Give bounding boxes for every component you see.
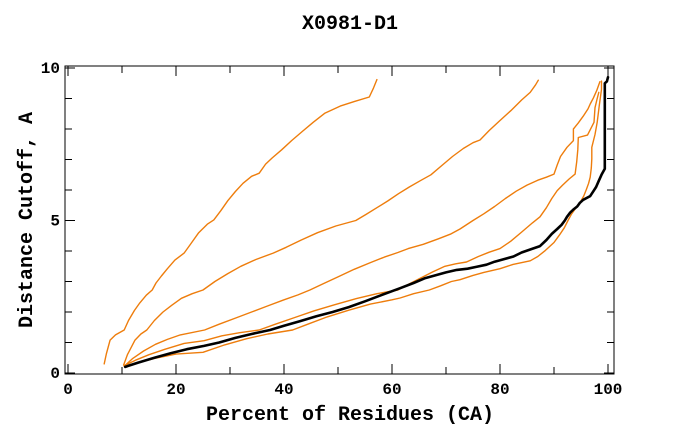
axis-tick-labels: 0 20 40 60 80 100 0 5 10 bbox=[41, 60, 623, 399]
x-tick-label: 80 bbox=[490, 381, 509, 399]
y-tick-label: 5 bbox=[50, 213, 60, 231]
x-tick-label: 0 bbox=[63, 381, 73, 399]
axis-ticks bbox=[65, 66, 614, 374]
x-axis-label: Percent of Residues (CA) bbox=[206, 404, 494, 427]
x-tick-label: 20 bbox=[166, 381, 185, 399]
curve-model-1 bbox=[103, 78, 378, 365]
y-tick-label: 10 bbox=[41, 60, 60, 78]
curve-model-2 bbox=[122, 79, 539, 366]
curve-model-4 bbox=[124, 91, 600, 367]
chart-title: X0981-D1 bbox=[302, 13, 398, 36]
x-tick-label: 60 bbox=[382, 381, 401, 399]
curve-group bbox=[103, 75, 610, 369]
curve-reference bbox=[123, 75, 610, 369]
x-tick-label: 40 bbox=[274, 381, 293, 399]
x-tick-label: 100 bbox=[594, 381, 623, 399]
curve-model-5 bbox=[125, 80, 603, 368]
y-axis-label: Distance Cutoff, A bbox=[16, 112, 39, 328]
curve-model-3 bbox=[123, 81, 601, 367]
plot-area-border bbox=[64, 65, 615, 375]
y-tick-label: 0 bbox=[50, 365, 60, 383]
